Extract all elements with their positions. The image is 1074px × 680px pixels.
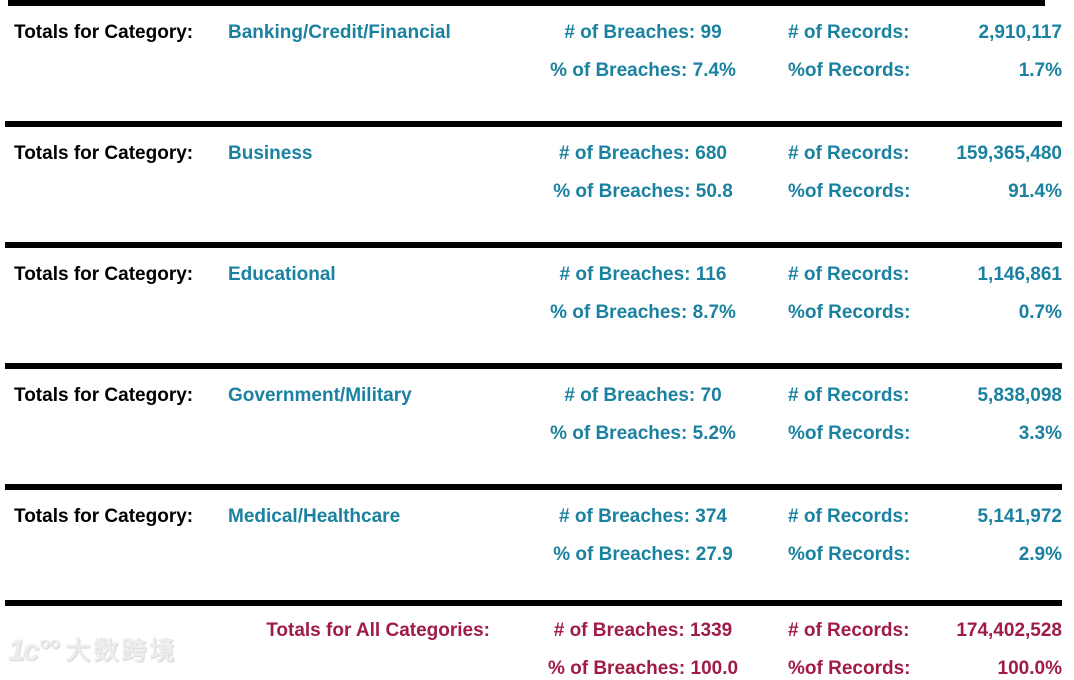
breaches-count-line: # of Breaches: 374 [559, 506, 727, 527]
records-pct-value: 0.7% [1018, 302, 1062, 323]
totals-records-count-value: 174,402,528 [956, 620, 1062, 641]
breaches-count-line: # of Breaches: 116 [559, 264, 727, 285]
breaches-pct-line: % of Breaches: 8.7% [550, 302, 736, 323]
totals-records-pct-label: %of Records: [788, 658, 911, 679]
breaches-count-line: # of Breaches: 680 [559, 143, 727, 164]
watermark-logo-icon: 1c°° [8, 634, 59, 667]
category-section-banking: Totals for Category: Banking/Credit/Fina… [0, 0, 1074, 121]
breaches-pct-value: 5.2% [692, 423, 736, 444]
records-pct-value: 3.3% [1018, 423, 1062, 444]
records-count-label: # of Records: [788, 22, 910, 43]
divider-bar [5, 121, 1062, 127]
totals-records-count-label: # of Records: [788, 620, 910, 641]
breaches-count-value: 374 [695, 506, 727, 527]
totals-section: Totals for All Categories: # of Breaches… [0, 600, 1074, 680]
breaches-pct-value: 8.7% [692, 302, 736, 323]
totals-breaches-count-line: # of Breaches: 1339 [553, 620, 733, 641]
breaches-pct-line: % of Breaches: 5.2% [550, 423, 736, 444]
row-label: Totals for Category: [14, 264, 194, 285]
category-name: Educational [228, 264, 336, 285]
row-label: Totals for Category: [14, 385, 194, 406]
records-pct-value: 91.4% [1008, 181, 1062, 202]
records-count-value: 5,141,972 [977, 506, 1062, 527]
breaches-count-line: # of Breaches: 99 [564, 22, 722, 43]
category-section-government: Totals for Category: Government/Military… [0, 363, 1074, 484]
records-pct-label: %of Records: [788, 544, 911, 565]
totals-breaches-pct-value: 100.0 [690, 658, 739, 679]
records-count-value: 1,146,861 [977, 264, 1062, 285]
category-section-educational: Totals for Category: Educational # of Br… [0, 242, 1074, 363]
records-pct-value: 1.7% [1018, 60, 1062, 81]
records-count-label: # of Records: [788, 506, 910, 527]
watermark-text: 大数跨境 [65, 637, 178, 665]
breaches-count-value: 99 [700, 22, 722, 43]
totals-records-pct-value: 100.0% [997, 658, 1062, 679]
records-count-value: 159,365,480 [956, 143, 1062, 164]
divider-bar [5, 242, 1062, 248]
breaches-count-value: 116 [695, 264, 727, 285]
records-count-value: 2,910,117 [978, 22, 1062, 43]
breaches-count-value: 680 [695, 143, 727, 164]
records-count-value: 5,838,098 [977, 385, 1062, 406]
records-count-label: # of Records: [788, 264, 910, 285]
breaches-pct-line: % of Breaches: 7.4% [550, 60, 736, 81]
records-pct-label: %of Records: [788, 302, 911, 323]
divider-bar [5, 600, 1062, 606]
breaches-count-value: 70 [700, 385, 722, 406]
category-name: Business [228, 143, 313, 164]
category-name: Banking/Credit/Financial [228, 22, 451, 43]
records-count-label: # of Records: [788, 143, 910, 164]
category-section-business: Totals for Category: Business # of Breac… [0, 121, 1074, 242]
breaches-pct-line: % of Breaches: 27.9 [553, 544, 733, 565]
row-label: Totals for Category: [14, 22, 194, 43]
records-pct-value: 2.9% [1018, 544, 1062, 565]
divider-bar [5, 363, 1062, 369]
category-section-medical: Totals for Category: Medical/Healthcare … [0, 484, 1074, 605]
breaches-count-line: # of Breaches: 70 [564, 385, 722, 406]
records-pct-label: %of Records: [788, 60, 911, 81]
breaches-pct-line: % of Breaches: 50.8 [553, 181, 733, 202]
totals-breaches-pct-line: % of Breaches: 100.0 [547, 658, 739, 679]
totals-breaches-count-value: 1339 [689, 620, 733, 641]
records-count-label: # of Records: [788, 385, 910, 406]
watermark: 1c°° 大数跨境 [8, 628, 177, 674]
category-name: Medical/Healthcare [228, 506, 401, 527]
records-pct-label: %of Records: [788, 181, 911, 202]
row-label: Totals for Category: [14, 143, 194, 164]
totals-label: Totals for All Categories: [266, 620, 490, 641]
divider-bar [8, 0, 1045, 6]
divider-bar [5, 484, 1062, 490]
breaches-pct-value: 50.8 [695, 181, 733, 202]
breaches-pct-value: 7.4% [692, 60, 736, 81]
category-name: Government/Military [228, 385, 412, 406]
records-pct-label: %of Records: [788, 423, 911, 444]
breaches-pct-value: 27.9 [695, 544, 733, 565]
row-label: Totals for Category: [14, 506, 194, 527]
